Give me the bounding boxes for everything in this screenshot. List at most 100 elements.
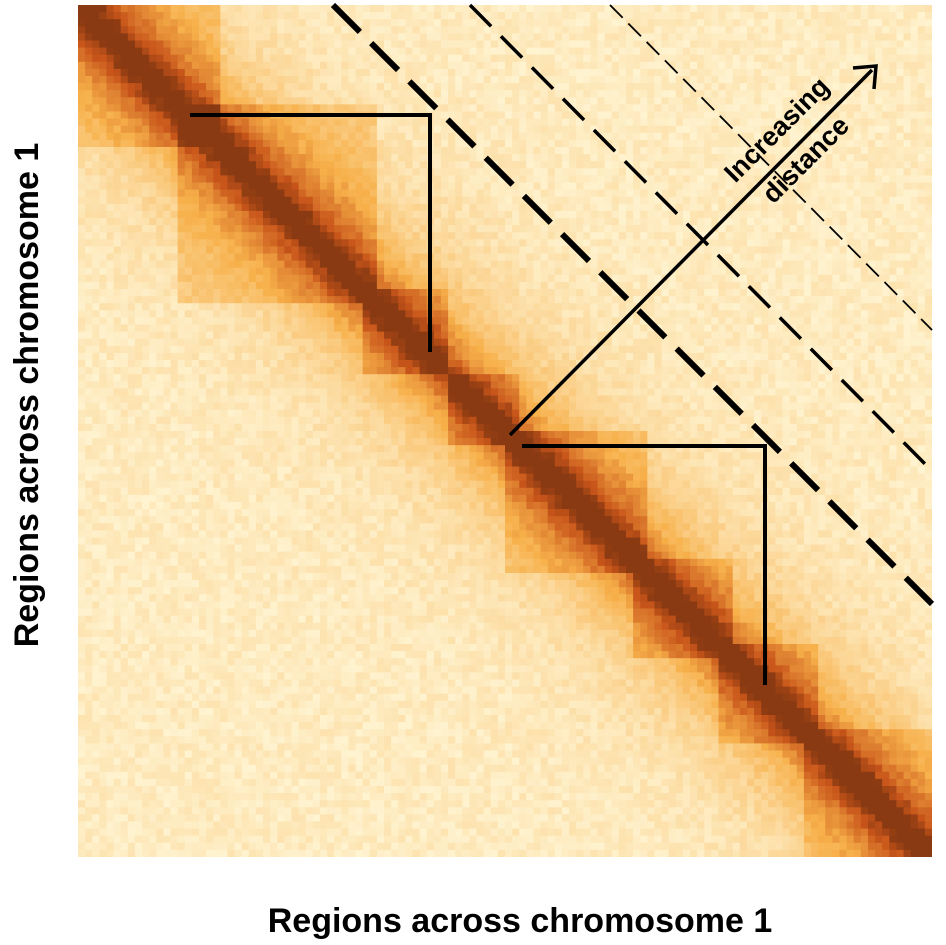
heatmap-cell (761, 289, 769, 297)
heatmap-cell (455, 260, 463, 269)
heatmap-cell (547, 239, 556, 247)
heatmap-cell (440, 161, 449, 169)
heatmap-cell (490, 125, 499, 134)
heatmap-cell (220, 260, 229, 269)
heatmap-cell (355, 232, 364, 240)
heatmap-cell (754, 33, 762, 42)
heatmap-cell (811, 61, 819, 70)
heatmap-cell (177, 218, 186, 226)
heatmap-cell (618, 118, 627, 127)
heatmap-cell (590, 154, 599, 162)
heatmap-cell (234, 296, 243, 304)
heatmap-cell (220, 203, 229, 212)
heatmap-cell (697, 83, 705, 91)
heatmap-cell (127, 26, 136, 34)
heatmap-cell (184, 97, 193, 105)
heatmap-cell (490, 97, 499, 105)
heatmap-cell (270, 68, 278, 77)
heatmap-cell (369, 97, 378, 105)
heatmap-cell (327, 260, 335, 269)
heatmap-cell (412, 196, 421, 205)
heatmap-cell (469, 76, 478, 84)
heatmap-cell (811, 168, 819, 176)
heatmap-cell (305, 76, 314, 84)
heatmap-cell (889, 281, 898, 290)
heatmap-cell (697, 19, 705, 27)
heatmap-cell (206, 203, 214, 212)
heatmap-cell (860, 125, 869, 134)
heatmap-cell (255, 104, 264, 113)
heatmap-cell (142, 274, 150, 283)
heatmap-cell (99, 147, 108, 155)
heatmap-cell (191, 260, 200, 269)
heatmap-cell (298, 147, 307, 155)
heatmap-cell (78, 5, 86, 13)
heatmap-cell (483, 61, 492, 70)
heatmap-cell (120, 19, 129, 27)
heatmap-cell (625, 68, 634, 77)
heatmap-cell (697, 54, 705, 63)
heatmap-cell (647, 182, 656, 191)
heatmap-cell (149, 147, 157, 155)
heatmap-cell (284, 147, 293, 155)
heatmap-cell (661, 125, 670, 134)
heatmap-cell (142, 54, 150, 63)
heatmap-cell (497, 68, 506, 77)
heatmap-cell (647, 125, 656, 134)
heatmap-cell (533, 218, 542, 226)
heatmap-cell (106, 104, 115, 113)
heatmap-cell (341, 68, 350, 77)
heatmap-cell (768, 139, 777, 148)
heatmap-cell (611, 19, 620, 27)
heatmap-cell (369, 289, 378, 297)
heatmap-cell (263, 61, 271, 70)
heatmap-cell (191, 90, 200, 98)
heatmap-cell (640, 281, 648, 290)
heatmap-cell (213, 132, 221, 141)
heatmap-cell (718, 76, 727, 84)
heatmap-cell (796, 118, 805, 127)
heatmap-cell (483, 83, 492, 91)
heatmap-cell (234, 125, 243, 134)
heatmap-cell (369, 118, 378, 127)
heatmap-cell (697, 175, 705, 184)
heatmap-cell (163, 246, 172, 255)
heatmap-cell (362, 260, 371, 269)
heatmap-cell (469, 111, 478, 120)
heatmap-cell (526, 239, 535, 247)
heatmap-cell (198, 218, 207, 226)
heatmap-cell (668, 168, 677, 176)
heatmap-cell (882, 246, 890, 255)
heatmap-cell (241, 154, 250, 162)
heatmap-cell (910, 97, 919, 105)
heatmap-cell (811, 203, 819, 212)
heatmap-cell (99, 132, 108, 141)
heatmap-cell (832, 239, 841, 247)
heatmap-cell (85, 118, 93, 127)
heatmap-cell (924, 76, 932, 84)
heatmap-cell (633, 210, 641, 219)
heatmap-cell (384, 125, 392, 134)
heatmap-cell (640, 5, 648, 13)
heatmap-cell (697, 90, 705, 98)
heatmap-cell (846, 253, 855, 262)
heatmap-cell (198, 161, 207, 169)
heatmap-cell (711, 19, 720, 27)
heatmap-cell (569, 253, 577, 262)
heatmap-cell (875, 47, 883, 56)
heatmap-cell (583, 281, 591, 290)
heatmap-cell (78, 281, 86, 290)
heatmap-cell (270, 189, 278, 198)
heatmap-cell (142, 139, 150, 148)
heatmap-cell (533, 147, 542, 155)
heatmap-cell (739, 189, 748, 198)
heatmap-cell (497, 83, 506, 91)
heatmap-cell (561, 189, 570, 198)
heatmap-cell (533, 111, 542, 120)
heatmap-cell (796, 168, 805, 176)
heatmap-cell (277, 274, 285, 283)
heatmap-cell (910, 118, 919, 127)
heatmap-cell (391, 26, 399, 34)
heatmap-cell (277, 267, 285, 276)
heatmap-cell (490, 218, 499, 226)
